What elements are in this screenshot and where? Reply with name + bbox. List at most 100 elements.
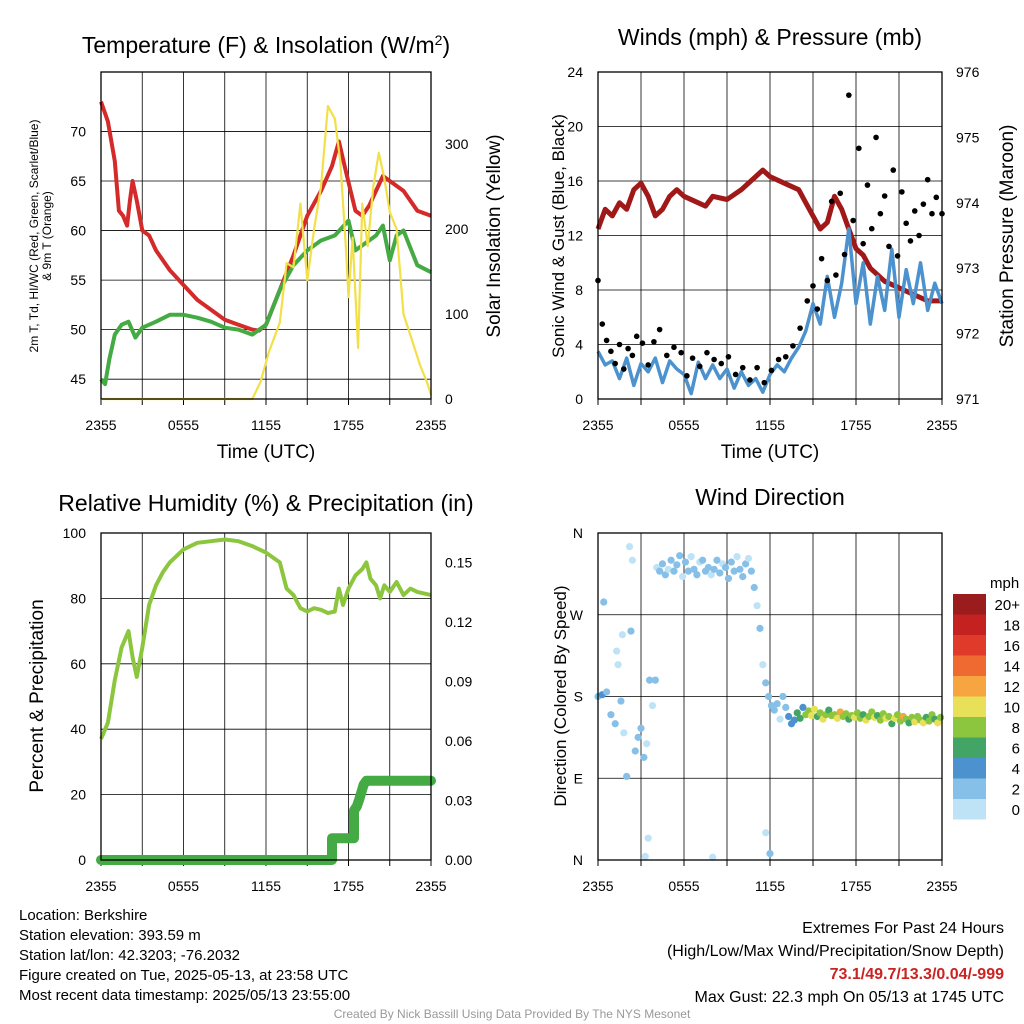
y-tick-label: 20 <box>70 787 86 803</box>
direction-point <box>739 573 747 581</box>
direction-point <box>600 598 608 606</box>
y2-tick-label: 974 <box>956 195 980 211</box>
legend-swatch <box>953 799 986 820</box>
y2-axis-label: Solar Insolation (Yellow) <box>484 134 505 337</box>
gust-point <box>864 182 871 188</box>
direction-point <box>842 710 850 718</box>
direction-point <box>661 571 669 579</box>
gust-point <box>732 371 739 378</box>
gust-point <box>886 243 892 250</box>
gust-point <box>899 189 905 195</box>
series-line-solar-insolation <box>101 104 433 401</box>
legend-label: 16 <box>1003 638 1020 655</box>
x-tick-label: 1155 <box>251 878 281 894</box>
gust-point <box>881 193 888 199</box>
gust-point <box>608 348 614 355</box>
plot-frame-1 <box>100 71 432 400</box>
legend-swatch <box>953 676 986 697</box>
gust-point <box>754 364 760 371</box>
direction-point <box>807 711 816 720</box>
direction-point <box>664 565 672 573</box>
y2-tick-label: 100 <box>445 306 469 322</box>
recent-timestamp: Most recent data timestamp: 2025/05/13 2… <box>19 987 351 1004</box>
series-line-relative-humidity <box>99 537 432 740</box>
direction-point <box>762 679 770 687</box>
direction-point <box>742 560 750 568</box>
y-tick-label: 70 <box>70 123 86 139</box>
gust-point <box>929 210 935 217</box>
legend-swatch <box>953 655 986 676</box>
y2-tick-label: 0.12 <box>445 614 472 630</box>
direction-point <box>764 692 773 701</box>
series-line-2m-dew-point <box>99 218 432 387</box>
y-tick-label: E <box>574 770 583 786</box>
legend-label: 18 <box>1003 618 1020 635</box>
direction-point <box>681 558 690 566</box>
direction-point <box>756 624 764 632</box>
direction-point <box>716 569 724 577</box>
y-tick-label: 50 <box>70 322 86 338</box>
legend-swatch <box>953 758 986 779</box>
chart-title: Wind Direction <box>695 484 845 510</box>
x-tick-label: 2355 <box>582 878 613 894</box>
x-tick-label: 0555 <box>168 878 199 894</box>
gust-point <box>671 344 677 351</box>
y-tick-label: 45 <box>70 371 86 387</box>
series-line-station-pressure <box>595 167 942 304</box>
extremes-subtitle: (High/Low/Max Wind/Precipitation/Snow De… <box>666 943 1004 960</box>
chart-panel-2: Winds (mph) & Pressure (mb) 2355 0555 1155 1… <box>549 24 1018 463</box>
station-info: Location: Berkshire Station elevation: 3… <box>19 906 350 1006</box>
y2-tick-label: 972 <box>956 326 980 342</box>
gust-point <box>804 298 811 304</box>
direction-point <box>810 705 819 713</box>
x-tick-label: 2355 <box>415 878 446 894</box>
x-tick-label: 0555 <box>168 417 199 433</box>
gust-point <box>625 345 631 352</box>
chart-title: Relative Humidity (%) & Precipitation (i… <box>58 490 473 516</box>
direction-point <box>707 571 715 579</box>
direction-point <box>796 714 804 722</box>
direction-point <box>747 567 755 575</box>
gust-point <box>599 321 606 327</box>
gust-point <box>761 379 768 386</box>
legend-label: 6 <box>1012 741 1020 758</box>
direction-point <box>690 565 698 573</box>
y-tick-label: 0 <box>575 391 583 407</box>
direction-point <box>618 631 626 639</box>
y-tick-label: W <box>570 607 584 623</box>
direction-point <box>762 829 770 837</box>
x-tick-label: 1755 <box>333 878 364 894</box>
y-tick-label: 16 <box>567 173 583 189</box>
legend-label: 2 <box>1012 782 1020 799</box>
y-tick-label: 60 <box>70 223 86 239</box>
y-axis-label: Sonic Wind & Gust (Blue, Black) <box>549 114 568 358</box>
chart-panel-1: Temperature (F) & Insolation (W/m2) 2355 0… <box>27 32 505 463</box>
direction-point <box>911 718 919 726</box>
gust-point <box>824 277 831 284</box>
gust-point <box>678 349 684 356</box>
gust-point <box>868 225 875 232</box>
gust-point <box>903 220 909 227</box>
x-tick-label: 1755 <box>840 878 871 894</box>
direction-point <box>670 567 678 575</box>
extremes-values: 73.1/49.7/13.3/0.04/-999 <box>829 966 1004 983</box>
direction-point <box>704 563 712 572</box>
direction-point <box>919 719 927 727</box>
y-tick-label: 20 <box>567 119 583 135</box>
gust-point <box>645 362 651 368</box>
legend-label: 8 <box>1012 720 1020 737</box>
direction-point <box>646 676 654 684</box>
chart-title: Winds (mph) & Pressure (mb) <box>618 24 922 50</box>
direction-point <box>853 709 862 717</box>
gust-point <box>747 377 753 383</box>
direction-point <box>868 708 876 716</box>
direction-point <box>934 719 942 727</box>
credit-line: Created By Nick Bassill Using Data Provi… <box>333 1007 691 1021</box>
gust-point <box>629 352 636 359</box>
direction-point <box>744 554 753 563</box>
direction-point <box>925 717 933 725</box>
y-tick-label: 100 <box>63 525 87 541</box>
gust-point <box>616 341 623 348</box>
gust-point <box>639 340 646 346</box>
gust-point <box>684 373 690 379</box>
